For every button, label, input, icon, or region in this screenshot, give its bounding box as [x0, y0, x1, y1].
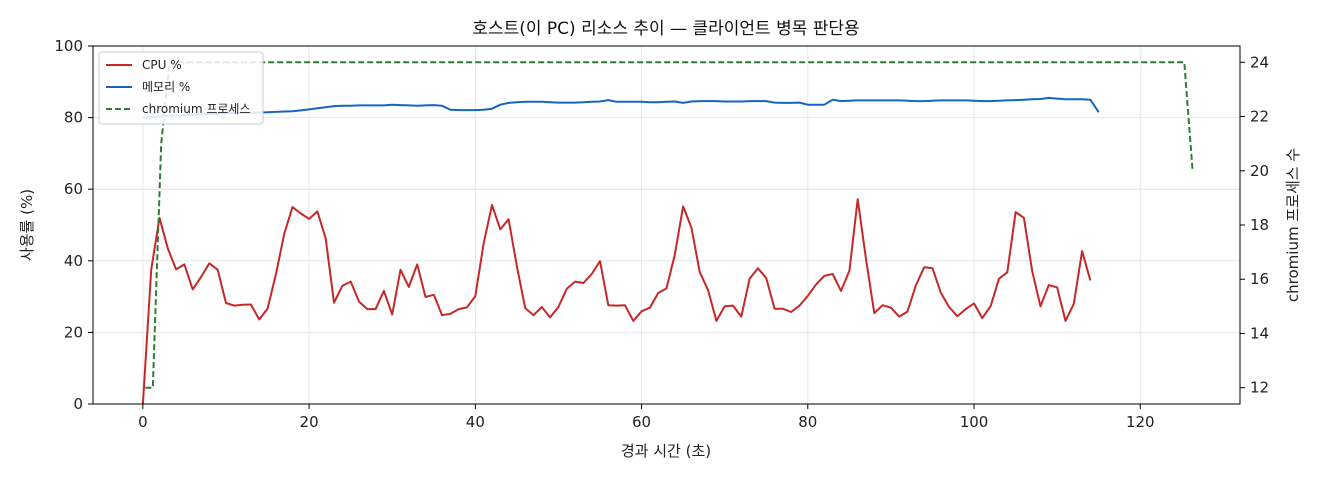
cpu-series-line: [141, 198, 1092, 405]
y-axis-title: 사용률 (%): [18, 189, 36, 261]
legend-label-mem: 메모리 %: [142, 80, 190, 94]
series-layer: [141, 61, 1194, 405]
x-tick-label: 20: [300, 413, 319, 431]
axes: 0 20 40 60 80 100 120 0 20 40 60 80 100 12 14 16 18 20 22 2…: [54, 37, 1269, 431]
y-right-tick-label: 16: [1250, 270, 1269, 288]
legend-box: [98, 51, 264, 125]
legend-label-cpu: CPU %: [142, 58, 182, 72]
y-tick-label: 20: [64, 323, 83, 341]
legend-label-proc: chromium 프로세스: [142, 102, 251, 116]
y-tick-label: 100: [54, 37, 83, 55]
legend: CPU % 메모리 % chromium 프로세스: [98, 51, 264, 125]
y-right-tick-label: 20: [1250, 162, 1269, 180]
memory-series-line: [142, 96, 1100, 119]
y-right-tick-label: 24: [1250, 53, 1269, 71]
y-right-tick-label: 18: [1250, 216, 1269, 234]
y-tick-label: 60: [64, 180, 83, 198]
x-tick-label: 80: [798, 413, 817, 431]
x-tick-label: 120: [1126, 413, 1155, 431]
x-tick-label: 100: [960, 413, 989, 431]
y-right-tick-label: 12: [1250, 379, 1269, 397]
y-right-tick-label: 22: [1250, 108, 1269, 126]
y-right-tick-label: 14: [1250, 324, 1269, 342]
y-tick-label: 40: [64, 252, 83, 270]
chart-title: 호스트(이 PC) 리소스 추이 — 클라이언트 병목 판단용: [472, 19, 859, 39]
x-tick-label: 40: [466, 413, 485, 431]
x-tick-label: 60: [632, 413, 651, 431]
y-tick-label: 0: [73, 395, 83, 413]
x-tick-label: 0: [138, 413, 148, 431]
y-axis-right-title: chromium 프로세스 수: [1284, 148, 1302, 302]
x-axis-title: 경과 시간 (초): [621, 442, 711, 460]
y-tick-label: 80: [64, 109, 83, 127]
